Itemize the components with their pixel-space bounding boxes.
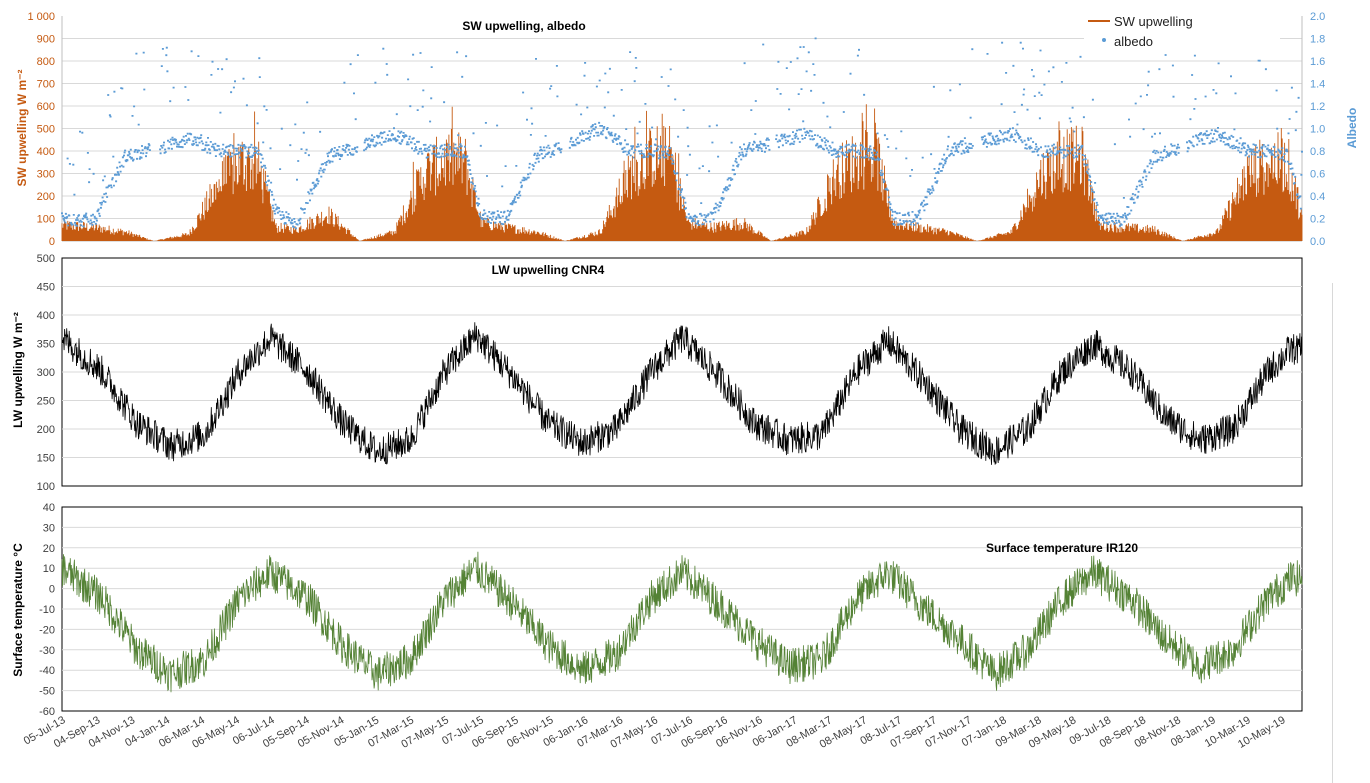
side-divider [1332, 283, 1333, 783]
legend-albedo-label: albedo [1114, 34, 1153, 49]
legend-albedo-swatch [1102, 38, 1106, 42]
y-tick-label: 200 [37, 424, 55, 436]
sw-upwelling-series [61, 104, 1303, 241]
y-tick-label: -30 [39, 645, 55, 657]
y-tick-label: 0.4 [1310, 191, 1325, 203]
y-tick-label: -60 [39, 706, 55, 718]
y-tick-label: 20 [43, 543, 55, 555]
y-tick-label: 0 [49, 236, 55, 248]
surface-temperature-series [61, 551, 1303, 693]
temp-gridlines [62, 526, 1302, 692]
y-tick-label: 40 [43, 502, 55, 514]
y-tick-label: 250 [37, 396, 55, 408]
sw-left-tick-labels: 0 100 200 300 400 500 600 700 800 900 1 000 [27, 11, 55, 248]
y-tick-label: -20 [39, 624, 55, 636]
y-tick-label: 1.0 [1310, 124, 1325, 136]
y-tick-label: 500 [37, 124, 55, 136]
temp-y-axis-label: Surface temperature °C [11, 543, 25, 677]
series-line [61, 322, 1303, 465]
y-tick-label: 1.8 [1310, 34, 1325, 46]
lw-tick-labels: 100 150 200 250 300 350 400 450 500 [37, 253, 55, 493]
y-tick-label: 800 [37, 56, 55, 68]
y-tick-label: 0.0 [1310, 236, 1325, 248]
y-tick-label: 700 [37, 79, 55, 91]
albedo-y-axis-label: Albedo [1345, 108, 1359, 149]
albedo-right-tick-labels: 0.0 0.2 0.4 0.6 0.8 1.0 1.2 1.4 1.6 1.8 2.0 [1310, 11, 1325, 248]
y-tick-label: 600 [37, 101, 55, 113]
lw-upwelling-series [61, 322, 1303, 465]
y-tick-label: 150 [37, 453, 55, 465]
sw-bars [61, 104, 1303, 241]
y-tick-label: 400 [37, 146, 55, 158]
sw-albedo-panel: 0 100 200 300 400 500 600 700 800 900 1 000 0.0 0.2… [15, 8, 1359, 248]
y-tick-label: 450 [37, 282, 55, 294]
legend: SW upwelling albedo [1084, 10, 1280, 54]
y-tick-label: 100 [37, 481, 55, 493]
sw-y-axis-label: SW upwelling W m⁻² [15, 70, 29, 187]
sw-panel-title: SW upwelling, albedo [462, 19, 585, 33]
lw-upwelling-panel: 100 150 200 250 300 350 400 450 500 LW upwelling… [11, 253, 1303, 493]
y-tick-label: 1.4 [1310, 79, 1325, 91]
temp-tick-labels: -60 -50 -40 -30 -20 -10 0 10 20 30 40 [39, 502, 55, 718]
y-tick-label: 900 [37, 34, 55, 46]
y-tick-label: 0.6 [1310, 169, 1325, 181]
y-tick-label: 1.6 [1310, 56, 1325, 68]
surface-temperature-panel: -60 -50 -40 -30 -20 -10 0 10 20 30 40 Surface temp… [11, 502, 1303, 718]
albedo-points [61, 37, 1303, 230]
y-tick-label: 350 [37, 339, 55, 351]
y-tick-label: 300 [37, 169, 55, 181]
y-tick-label: -50 [39, 686, 55, 698]
y-tick-label: 1 000 [27, 11, 55, 23]
y-tick-label: 2.0 [1310, 11, 1325, 23]
y-tick-label: 0.8 [1310, 146, 1325, 158]
series-line [61, 551, 1303, 693]
temp-panel-title: Surface temperature IR120 [986, 541, 1138, 555]
y-tick-label: 100 [37, 214, 55, 226]
y-tick-label: 500 [37, 253, 55, 265]
lw-panel-title: LW upwelling CNR4 [492, 263, 605, 277]
y-tick-label: 0 [49, 584, 55, 596]
y-tick-label: 200 [37, 191, 55, 203]
lw-gridlines [62, 286, 1302, 458]
legend-sw-label: SW upwelling [1114, 14, 1193, 29]
y-tick-label: 400 [37, 310, 55, 322]
lw-y-axis-label: LW upwelling W m⁻² [11, 312, 25, 428]
albedo-series [61, 37, 1303, 230]
y-tick-label: -10 [39, 604, 55, 616]
y-tick-label: 10 [43, 563, 55, 575]
y-tick-label: 1.2 [1310, 101, 1325, 113]
y-tick-label: -40 [39, 665, 55, 677]
y-tick-label: 300 [37, 367, 55, 379]
y-tick-label: 30 [43, 522, 55, 534]
y-tick-label: 0.2 [1310, 214, 1325, 226]
